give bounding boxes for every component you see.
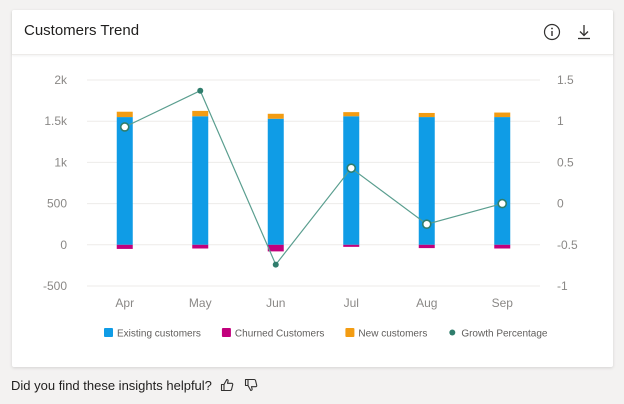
thumbs-up-button[interactable] <box>218 376 236 394</box>
y-right-tick-label: 1.5 <box>557 73 574 87</box>
info-icon <box>543 23 561 41</box>
bar-segment <box>192 110 209 117</box>
card-title: Customers Trend <box>24 22 140 39</box>
legend-label: Existing customers <box>117 329 201 340</box>
y-right-tick-label: 0.5 <box>557 155 574 169</box>
bar-segment <box>343 244 360 247</box>
growth-point <box>197 87 204 94</box>
chart-area: -500 0 500 1k 1.5k 2k -1 -0.5 0 0.5 1 1.5 Apr May Jun J… <box>12 55 613 367</box>
y-left-tick-label: 1k <box>54 155 68 169</box>
customers-trend-card: Customers Trend -500 0 500 1k 1.5k 2k -1 -0.5 0 0… <box>12 10 613 367</box>
thumbs-down-button[interactable] <box>242 376 260 394</box>
legend-swatch <box>345 328 355 337</box>
legend-swatch <box>104 328 113 337</box>
bar-segment <box>116 244 133 249</box>
bar-segment <box>418 117 435 245</box>
card-header: Customers Trend <box>12 10 613 55</box>
feedback-bar: Did you find these insights helpful? <box>11 376 260 394</box>
legend-label: Churned Customers <box>235 329 324 340</box>
bar-segment <box>418 112 435 118</box>
customers-trend-chart: -500 0 500 1k 1.5k 2k -1 -0.5 0 0.5 1 1.5 Apr May Jun J… <box>43 73 578 340</box>
download-button[interactable] <box>573 21 595 43</box>
y-left-tick-label: 1.5k <box>44 114 68 128</box>
x-tick-label: Jul <box>344 296 359 310</box>
x-tick-label: Aug <box>416 296 437 310</box>
growth-line <box>124 89 503 266</box>
bar-segment <box>192 116 209 245</box>
growth-point <box>272 261 279 268</box>
y-right-tick-label: -1 <box>557 279 568 293</box>
growth-point <box>421 219 432 229</box>
bar-segment <box>343 116 360 245</box>
x-tick-label: Jun <box>266 296 285 310</box>
bar-segment <box>267 118 284 245</box>
legend-swatch <box>449 329 456 336</box>
y-right-tick-label: 0 <box>557 197 564 211</box>
bar-segment <box>116 111 133 118</box>
y-right-tick-label: 1 <box>557 114 564 128</box>
info-button[interactable] <box>541 21 563 43</box>
x-tick-label: Sep <box>492 296 514 310</box>
y-left-tick-label: 500 <box>47 197 67 211</box>
growth-point <box>346 163 357 173</box>
legend-label: New customers <box>358 329 427 340</box>
thumbs-up-icon <box>220 378 234 392</box>
bar-segment <box>267 113 284 119</box>
y-right-tick-label: -0.5 <box>557 238 578 252</box>
feedback-question: Did you find these insights helpful? <box>11 377 212 393</box>
y-left-tick-label: -500 <box>43 279 67 293</box>
growth-point <box>497 198 508 209</box>
bar-segment <box>267 244 284 252</box>
bar-segment <box>418 244 435 249</box>
x-tick-label: Apr <box>115 296 134 310</box>
thumbs-down-icon <box>244 378 258 392</box>
bar-segment <box>116 117 133 245</box>
x-tick-label: May <box>189 296 212 310</box>
bar-segment <box>494 244 511 249</box>
bar-segment <box>494 117 511 245</box>
bar-segment <box>192 244 209 249</box>
y-left-tick-label: 2k <box>54 73 68 87</box>
bar-segment <box>494 112 511 118</box>
y-left-tick-label: 0 <box>60 238 67 252</box>
download-icon <box>578 25 590 40</box>
legend-label: Growth Percentage <box>461 329 548 340</box>
bar-segment <box>343 112 360 117</box>
growth-point <box>119 122 130 132</box>
legend-swatch <box>221 328 231 337</box>
